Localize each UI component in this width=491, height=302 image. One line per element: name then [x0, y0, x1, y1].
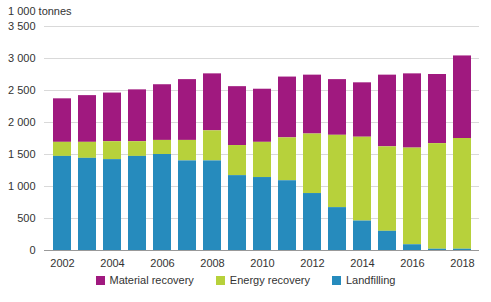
svg-text:2006: 2006: [150, 257, 174, 269]
svg-text:2010: 2010: [250, 257, 274, 269]
svg-text:2002: 2002: [50, 257, 74, 269]
svg-text:3 500: 3 500: [8, 20, 36, 32]
html-text:Landfilling: Landfilling: [346, 274, 396, 286]
svg-text:0: 0: [29, 244, 35, 256]
svg-text:2016: 2016: [400, 257, 424, 269]
svg-text:2014: 2014: [350, 257, 374, 269]
svg-text:2 500: 2 500: [8, 84, 36, 96]
svg-text:2008: 2008: [200, 257, 224, 269]
svg-text:1 000: 1 000: [8, 180, 36, 192]
svg-text:1 500: 1 500: [8, 148, 36, 160]
svg-text:3 000: 3 000: [8, 52, 36, 64]
svg-text:2 000: 2 000: [8, 116, 36, 128]
svg-text:2018: 2018: [450, 257, 474, 269]
svg-text:500: 500: [17, 212, 35, 224]
svg-text:2004: 2004: [100, 257, 124, 269]
html-text:Material recovery: Material recovery: [109, 274, 194, 286]
html-text:Energy recovery: Energy recovery: [229, 274, 310, 286]
html-text:1 000 tonnes: 1 000 tonnes: [8, 5, 72, 17]
svg-text:2012: 2012: [300, 257, 324, 269]
